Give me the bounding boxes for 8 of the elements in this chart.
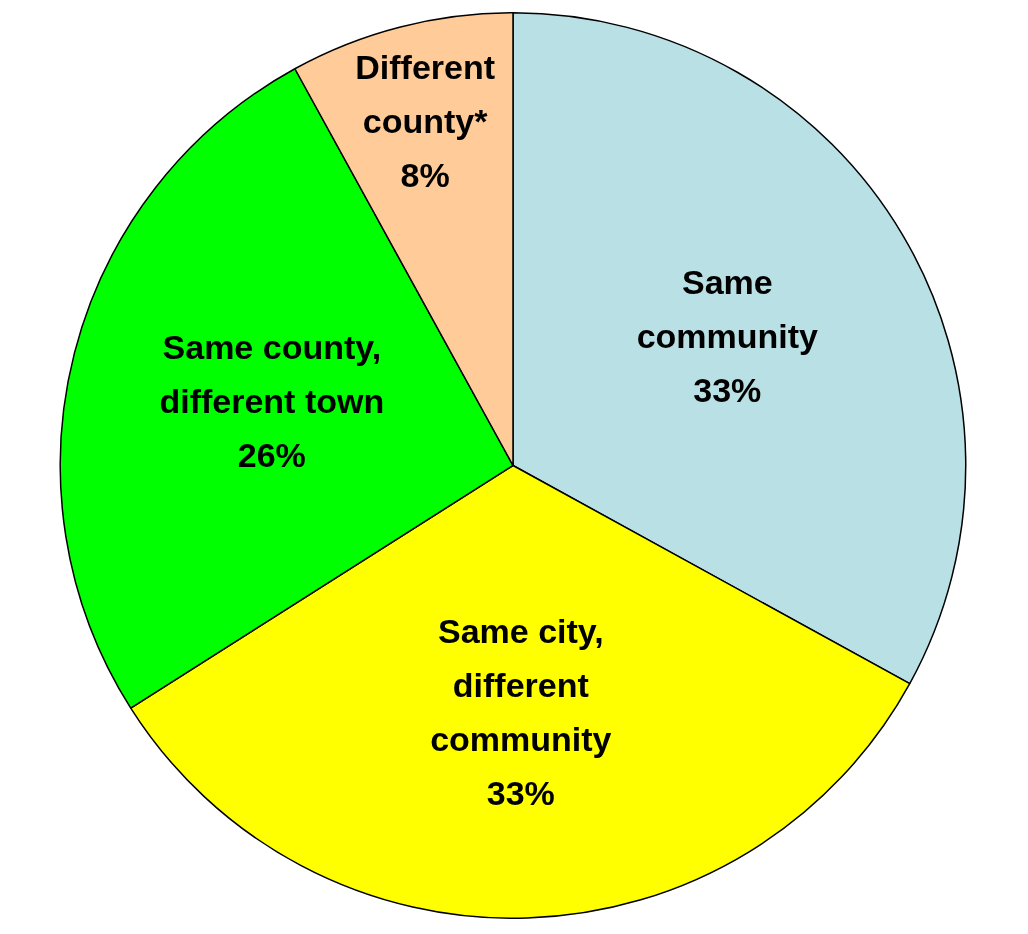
data-label: 33% <box>693 371 762 410</box>
slice-label: Same county, different town <box>159 327 385 420</box>
slice-label: Same community <box>636 263 819 356</box>
data-label: 33% <box>486 773 555 812</box>
slice-label: Same city, different community <box>430 611 612 758</box>
data-label: 26% <box>237 435 306 474</box>
data-label: 8% <box>400 155 450 194</box>
slice-label: Different county* <box>355 47 496 140</box>
